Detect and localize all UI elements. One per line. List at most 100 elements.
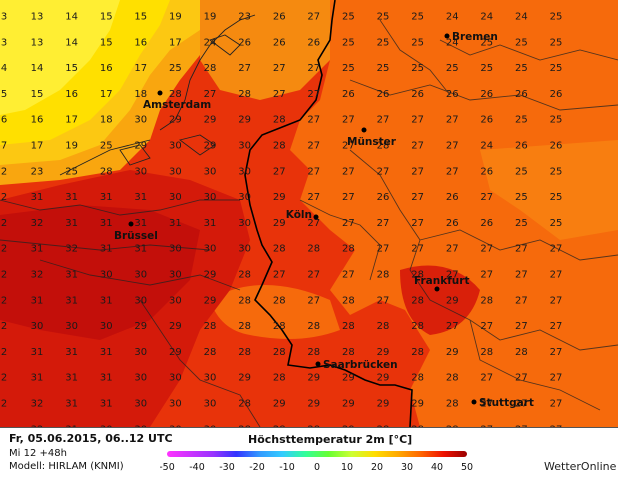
temperature-value: 25 [342, 37, 355, 48]
temperature-value: 31 [134, 218, 147, 229]
temperature-value: 27 [342, 166, 355, 177]
temperature-value: 27 [204, 89, 217, 100]
temperature-value: 17 [65, 115, 78, 126]
temperature-map: 13 14 15 15 19 19 23 26 27 25 25 25 24 24 24 25 13 14 15 16… [0, 0, 618, 427]
temperature-value: 25 [515, 218, 528, 229]
temperature-value: 18 [100, 115, 113, 126]
temperature-value: 23 [31, 166, 44, 177]
temperature-value: 30 [100, 321, 113, 332]
temperature-value: 29 [273, 218, 286, 229]
temperature-value: 29 [169, 115, 182, 126]
temperature-value: 28 [377, 270, 390, 281]
temperature-value: 28 [342, 295, 355, 306]
temperature-value: 25 [550, 12, 563, 23]
temperature-value: 30 [31, 321, 44, 332]
scale-tick-label: 40 [431, 462, 443, 473]
temperature-value: 27 [515, 321, 528, 332]
temperature-value: 29 [377, 399, 390, 410]
temperature-value: 29 [411, 399, 424, 410]
temperature-value: 27 [411, 115, 424, 126]
temperature-value: 27 [550, 270, 563, 281]
temperature-value: 13 [31, 37, 44, 48]
temperature-value: 19 [204, 12, 217, 23]
temperature-value: 27 [342, 192, 355, 203]
temperature-value: 31 [65, 218, 78, 229]
temperature-value: 17 [100, 89, 113, 100]
temperature-value: 28 [204, 63, 217, 74]
temperature-value: 25 [446, 63, 459, 74]
temperature-value: 26 [550, 141, 563, 152]
temperature-value: 24 [446, 12, 459, 23]
temperature-value: 27 [480, 321, 493, 332]
temperature-value: 26 [446, 192, 459, 203]
temperature-value: 27 [550, 295, 563, 306]
temperature-value: 27 [238, 63, 251, 74]
temperature-value: 27 [446, 115, 459, 126]
temperature-value: 27 [480, 270, 493, 281]
temperature-value: 24 [204, 37, 217, 48]
temperature-value: 30 [65, 321, 78, 332]
temperature-value: 28 [307, 424, 320, 427]
temperature-value: 25 [342, 12, 355, 23]
temperature-value: 30 [134, 347, 147, 358]
temperature-value: 26 [446, 218, 459, 229]
temperature-value: 26 [480, 115, 493, 126]
temperature-value: 26 [377, 192, 390, 203]
temperature-value: 29 [204, 295, 217, 306]
scale-tick-label: 50 [461, 462, 473, 473]
temperature-value: 30 [134, 373, 147, 384]
temperature-value: 27 [446, 244, 459, 255]
temperature-value: 25 [550, 218, 563, 229]
temperature-value-partial: 7 [1, 141, 7, 152]
orange-patch-south [210, 285, 340, 339]
temperature-value: 15 [100, 12, 113, 23]
temperature-value: 32 [31, 270, 44, 281]
map-footer: Fr, 05.06.2015, 06..12 UTC Mi 12 +48h Mo… [0, 427, 618, 478]
temperature-value: 27 [377, 244, 390, 255]
temperature-value: 27 [480, 192, 493, 203]
temperature-value: 28 [307, 244, 320, 255]
city-label-bremen: Bremen [452, 31, 498, 43]
temperature-value: 30 [238, 141, 251, 152]
city-marker-stuttgart [471, 399, 477, 405]
temperature-value: 15 [31, 89, 44, 100]
temperature-value: 27 [446, 166, 459, 177]
temperature-value: 28 [411, 424, 424, 427]
temperature-value: 27 [515, 373, 528, 384]
temperature-value: 29 [134, 321, 147, 332]
temperature-value: 28 [480, 295, 493, 306]
temperature-value: 31 [65, 424, 78, 427]
temperature-value: 29 [446, 347, 459, 358]
temperature-value: 29 [238, 115, 251, 126]
scale-tick-label: -50 [160, 462, 175, 473]
temperature-value: 25 [480, 63, 493, 74]
temperature-value-partial: 2 [1, 373, 7, 384]
temperature-value: 30 [238, 218, 251, 229]
temperature-value: 27 [307, 115, 320, 126]
temperature-value: 28 [377, 424, 390, 427]
temperature-value: 27 [342, 141, 355, 152]
temperature-value: 17 [134, 63, 147, 74]
temperature-value: 29 [342, 424, 355, 427]
temperature-value: 25 [550, 63, 563, 74]
city-marker-mnster [361, 127, 367, 133]
coldest-sea [0, 0, 120, 115]
temperature-value: 30 [134, 270, 147, 281]
temperature-value: 26 [480, 166, 493, 177]
temperature-value: 26 [446, 89, 459, 100]
scale-tick-label: 0 [314, 462, 320, 473]
temperature-value: 30 [238, 166, 251, 177]
temperature-value: 28 [238, 347, 251, 358]
temperature-value: 27 [480, 244, 493, 255]
temperature-value: 27 [342, 270, 355, 281]
temperature-value: 27 [307, 89, 320, 100]
scale-tick-label: -40 [189, 462, 205, 473]
city-label-amsterdam: Amsterdam [143, 99, 211, 111]
temperature-value: 27 [377, 295, 390, 306]
temperature-value: 29 [377, 373, 390, 384]
temperature-value: 29 [204, 115, 217, 126]
temperature-value: 25 [100, 141, 113, 152]
temperature-value: 26 [480, 89, 493, 100]
temperature-value: 25 [411, 37, 424, 48]
